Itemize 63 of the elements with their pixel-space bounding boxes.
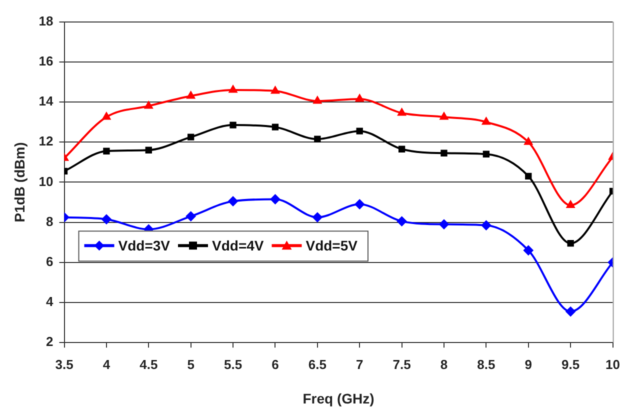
point	[524, 137, 533, 145]
point	[314, 136, 321, 142]
x-tick-label: 6.5	[308, 356, 326, 372]
point	[355, 94, 364, 102]
y-tick-label: 4	[46, 294, 54, 310]
y-tick-label: 12	[38, 134, 54, 149]
legend-label: Vdd=4V	[212, 237, 264, 254]
y-tick-label: 8	[46, 214, 54, 229]
point	[482, 117, 491, 125]
x-tick-label: 8.5	[477, 356, 496, 372]
x-tick-label: 6	[272, 356, 279, 372]
x-tick-label: 10	[606, 356, 620, 372]
point	[396, 216, 407, 226]
point	[103, 148, 110, 154]
point	[145, 146, 152, 154]
point	[312, 212, 322, 222]
x-axis-title: Freq (GHz)	[302, 390, 374, 406]
x-tick-label: 5	[187, 356, 194, 372]
point	[228, 84, 238, 93]
point	[313, 96, 322, 104]
y-tick-label: 6	[46, 254, 54, 269]
point	[440, 150, 448, 156]
x-tick-label: 7	[356, 356, 364, 372]
point	[144, 101, 154, 109]
point	[354, 199, 365, 210]
point	[567, 240, 574, 247]
point	[188, 134, 194, 140]
point	[102, 112, 111, 120]
y-tick-label: 18	[38, 13, 54, 28]
point	[566, 200, 575, 208]
y-axis-title: P1dB (dBm)	[11, 142, 28, 222]
y-tick-label: 16	[38, 53, 54, 68]
point	[101, 214, 112, 224]
legend-label: Vdd=3V	[118, 237, 171, 254]
x-tick-label: 9.5	[562, 356, 580, 372]
point	[186, 90, 196, 99]
point	[230, 122, 236, 128]
y-tick-label: 2	[46, 334, 54, 350]
legend-label: Vdd=5V	[306, 237, 358, 254]
x-tick-label: 8	[440, 356, 448, 372]
x-tick-label: 4.5	[140, 356, 158, 372]
point	[270, 194, 280, 204]
point	[397, 108, 406, 116]
x-tick-label: 7.5	[392, 356, 411, 372]
y-tick-label: 10	[38, 174, 54, 189]
point	[482, 150, 490, 158]
x-tick-label: 5.5	[224, 356, 242, 372]
point	[440, 112, 448, 120]
x-tick-label: 3.5	[55, 356, 74, 372]
point	[439, 219, 449, 230]
x-tick-label: 4	[102, 356, 111, 372]
y-tick-label: 14	[38, 94, 54, 109]
point	[523, 245, 534, 256]
point	[525, 172, 532, 180]
point	[186, 211, 196, 222]
point	[356, 128, 363, 134]
point	[272, 124, 279, 130]
x-tick-label: 9	[524, 356, 532, 372]
point	[398, 146, 406, 152]
point	[481, 220, 492, 230]
point	[566, 306, 576, 317]
point	[270, 86, 280, 94]
point	[228, 196, 238, 206]
